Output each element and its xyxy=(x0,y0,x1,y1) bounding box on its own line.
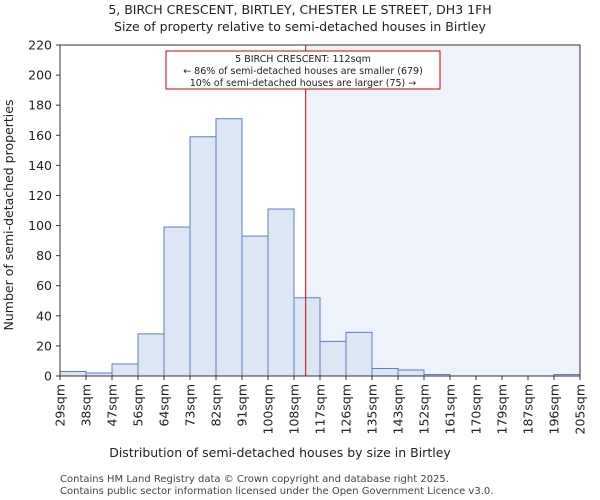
y-tick-label: 220 xyxy=(28,38,52,53)
chart-title: 5, BIRCH CRESCENT, BIRTLEY, CHESTER LE S… xyxy=(108,2,491,17)
y-tick-label: 120 xyxy=(28,188,52,203)
y-tick-label: 160 xyxy=(28,128,52,143)
histogram-bar xyxy=(371,367,399,377)
x-tick-label: 187sqm xyxy=(521,384,536,434)
x-tick-label: 143sqm xyxy=(391,384,406,434)
x-tick-label: 64sqm xyxy=(157,384,172,427)
histogram-bar xyxy=(163,226,191,377)
plot-frame xyxy=(59,44,581,377)
histogram-bar xyxy=(345,331,373,377)
histogram-bar xyxy=(293,297,321,377)
y-tick-label: 0 xyxy=(44,369,52,384)
x-axis-label: Distribution of semi-detached houses by … xyxy=(109,445,451,460)
annotation-line-3: 10% of semi-detached houses are larger (… xyxy=(190,78,417,89)
x-tick-label: 73sqm xyxy=(183,384,198,427)
histogram-bar xyxy=(319,340,347,377)
x-tick-label: 38sqm xyxy=(79,384,94,427)
x-tick-label: 126sqm xyxy=(339,384,354,434)
histogram-bar xyxy=(267,208,295,377)
x-tick-label: 29sqm xyxy=(53,384,68,427)
x-tick-label: 117sqm xyxy=(313,384,328,434)
histogram-bar xyxy=(241,235,269,377)
histogram-bar xyxy=(189,136,217,377)
histogram-bar xyxy=(59,370,87,377)
x-tick-label: 108sqm xyxy=(287,384,302,434)
footer-line-2: Contains public sector information licen… xyxy=(60,486,493,497)
x-tick-label: 196sqm xyxy=(547,384,562,434)
histogram-bar xyxy=(137,333,165,377)
x-tick-label: 205sqm xyxy=(573,384,588,434)
y-axis-label: Number of semi-detached properties xyxy=(1,100,16,331)
x-tick-label: 170sqm xyxy=(469,384,484,434)
annotation-box xyxy=(165,50,441,90)
x-tick-label: 179sqm xyxy=(495,384,510,434)
x-tick-label: 82sqm xyxy=(209,384,224,427)
y-tick-label: 180 xyxy=(28,98,52,113)
y-tick-label: 20 xyxy=(36,338,52,353)
histogram-bar xyxy=(397,369,425,377)
y-tick-label: 40 xyxy=(36,308,52,323)
x-tick-label: 161sqm xyxy=(443,384,458,434)
footer-line-1: Contains HM Land Registry data © Crown c… xyxy=(60,474,449,485)
x-tick-label: 91sqm xyxy=(235,384,250,427)
histogram-bar xyxy=(215,118,243,377)
x-tick-label: 135sqm xyxy=(365,384,380,434)
y-tick-label: 200 xyxy=(28,68,52,83)
x-tick-label: 100sqm xyxy=(261,384,276,434)
x-tick-label: 152sqm xyxy=(417,384,432,434)
y-tick-label: 100 xyxy=(28,218,52,233)
y-tick-label: 140 xyxy=(28,158,52,173)
histogram-bar xyxy=(111,363,139,377)
chart-subtitle: Size of property relative to semi-detach… xyxy=(114,19,487,34)
annotation-line-1: 5 BIRCH CRESCENT: 112sqm xyxy=(235,54,371,65)
x-tick-label: 47sqm xyxy=(105,384,120,427)
y-tick-label: 60 xyxy=(36,278,52,293)
annotation-line-2: ← 86% of semi-detached houses are smalle… xyxy=(183,66,423,77)
y-tick-label: 80 xyxy=(36,248,52,263)
x-tick-label: 56sqm xyxy=(131,384,146,427)
larger-region-shade xyxy=(305,45,580,376)
